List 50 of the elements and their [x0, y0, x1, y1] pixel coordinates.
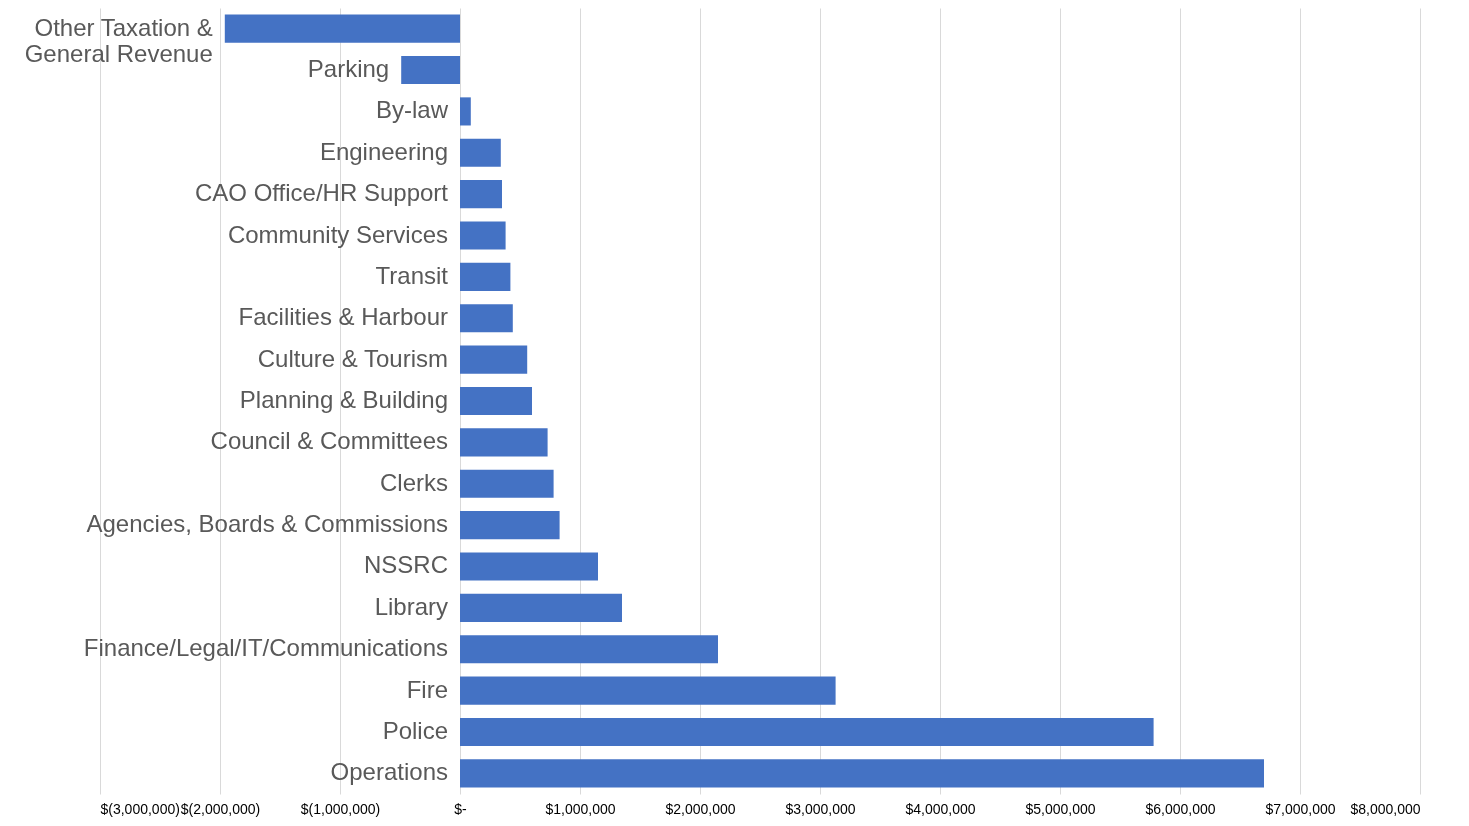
x-tick-label: $- — [454, 800, 468, 817]
x-tick-label: $6,000,000 — [1145, 800, 1216, 817]
bar — [460, 717, 1154, 747]
y-tick-label: Police — [382, 716, 448, 744]
x-tick-label: $5,000,000 — [1025, 800, 1096, 817]
y-tick-label: Community Services — [227, 220, 448, 248]
y-tick-label: Transit — [375, 261, 449, 289]
bar — [460, 138, 501, 167]
y-tick-label: Operations — [330, 758, 448, 786]
bar — [460, 428, 548, 457]
x-tick-label: $8,000,000 — [1350, 800, 1421, 817]
bar — [460, 262, 511, 291]
bar — [460, 221, 506, 250]
x-tick-label: $3,000,000 — [785, 800, 856, 817]
bar — [460, 635, 718, 664]
y-tick-label: CAO Office/HR Support — [195, 179, 449, 207]
y-tick-label: Culture & Tourism — [257, 344, 448, 372]
y-tick-label: Council & Committees — [210, 427, 448, 455]
y-tick-label: By-law — [375, 96, 449, 124]
bar — [460, 386, 532, 416]
bar — [460, 180, 502, 209]
x-tick-label: $1,000,000 — [545, 800, 616, 817]
x-tick-label: $7,000,000 — [1265, 800, 1336, 817]
bar — [401, 55, 460, 85]
bar — [460, 552, 598, 581]
x-tick-label: $4,000,000 — [905, 800, 976, 817]
y-tick-label: Other Taxation & General Revenue — [24, 13, 213, 67]
bar — [460, 759, 1264, 788]
y-tick-label: Planning & Building — [239, 386, 448, 413]
bar — [460, 97, 471, 126]
y-tick-label: Parking — [307, 55, 390, 83]
bar — [224, 14, 460, 43]
y-tick-label: Facilities & Harbour — [238, 303, 448, 331]
bar — [460, 676, 836, 705]
y-tick-label: Fire — [406, 675, 448, 703]
x-tick-label: $(2,000,000) — [180, 800, 261, 817]
bar — [460, 304, 513, 333]
y-tick-label: Engineering — [319, 137, 448, 165]
bar — [460, 345, 528, 374]
bar — [460, 469, 554, 498]
x-tick-label: $(1,000,000) — [300, 800, 381, 817]
y-tick-label: Clerks — [379, 468, 448, 496]
bar — [460, 511, 560, 540]
bar — [460, 593, 622, 622]
y-tick-label: Finance/Legal/IT/Communications — [83, 634, 448, 662]
y-tick-label: Library — [374, 592, 448, 620]
y-tick-label: NSSRC — [363, 551, 448, 579]
x-tick-label: $(3,000,000) — [100, 800, 180, 817]
x-tick-label: $2,000,000 — [665, 800, 736, 817]
y-tick-label: Agencies, Boards & Commissions — [86, 510, 448, 538]
